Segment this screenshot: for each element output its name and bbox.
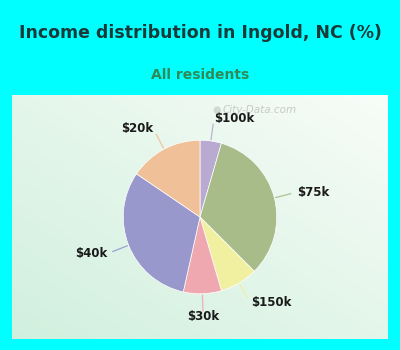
Wedge shape (123, 174, 200, 292)
Text: $40k: $40k (75, 247, 107, 260)
Text: Income distribution in Ingold, NC (%): Income distribution in Ingold, NC (%) (18, 24, 382, 42)
Wedge shape (200, 140, 222, 217)
Text: $75k: $75k (297, 186, 329, 199)
Text: $150k: $150k (251, 296, 291, 309)
Wedge shape (200, 143, 277, 271)
Text: City-Data.com: City-Data.com (222, 105, 296, 115)
Text: All residents: All residents (151, 68, 249, 82)
Wedge shape (136, 140, 200, 217)
Text: ●: ● (212, 105, 221, 115)
Text: $100k: $100k (214, 112, 254, 125)
Wedge shape (183, 217, 222, 294)
Text: $20k: $20k (121, 122, 153, 135)
Wedge shape (200, 217, 254, 291)
Text: $30k: $30k (187, 310, 219, 323)
